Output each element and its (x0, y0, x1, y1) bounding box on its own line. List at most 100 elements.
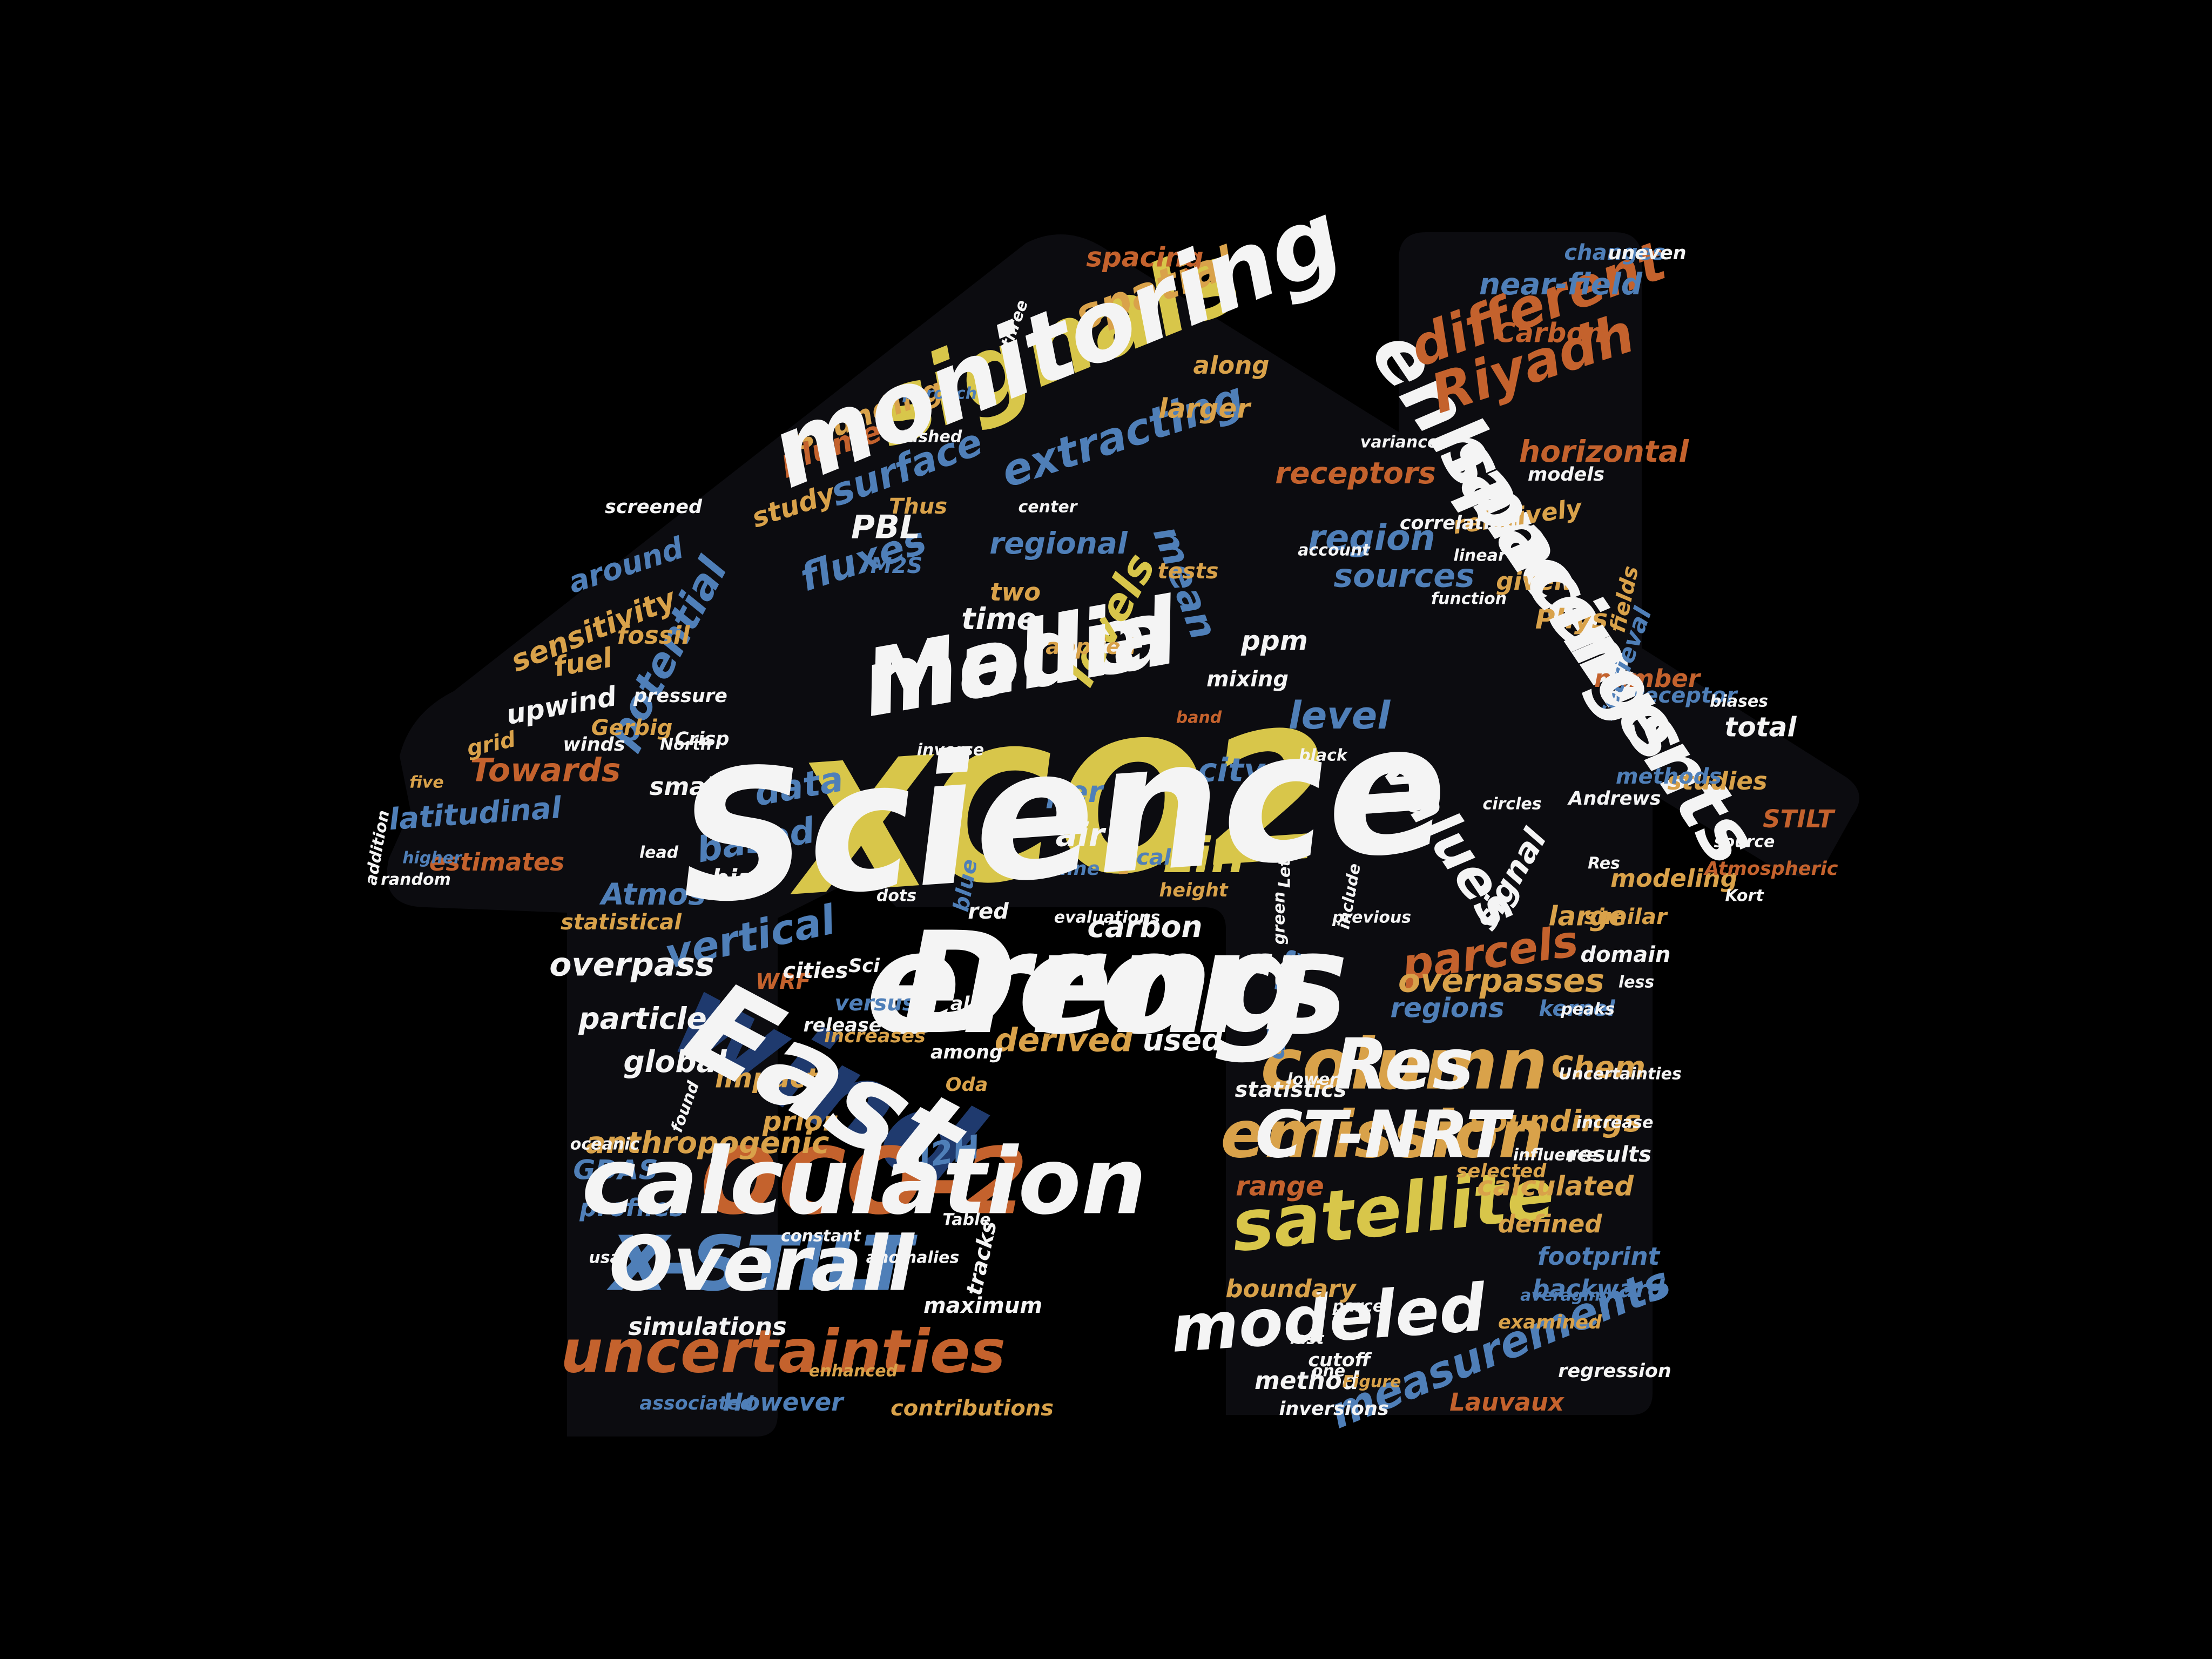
cloud-word: method (1255, 1366, 1360, 1395)
cloud-word: time (961, 602, 1037, 636)
cloud-word: larger (1158, 393, 1252, 424)
cloud-word: PBL (851, 509, 920, 547)
cloud-word: less (1618, 973, 1654, 992)
cloud-word: line (1061, 858, 1100, 880)
cloud-word: oceanic (570, 1135, 640, 1154)
cloud-word: red (968, 899, 1009, 924)
cloud-word: spacing (1086, 242, 1203, 273)
cloud-word: anthropogenic (585, 1125, 829, 1160)
cloud-word: Oda (946, 1074, 988, 1096)
cloud-word: lead (639, 844, 679, 862)
cloud-word: sources (1333, 557, 1474, 595)
cloud-word: changes (1564, 240, 1665, 265)
cloud-word: last (1290, 1330, 1325, 1348)
cloud-word: level (1289, 693, 1391, 738)
cloud-word: Lett (1276, 850, 1294, 888)
cloud-word: increase (1576, 1114, 1653, 1132)
cloud-word: statistics (1235, 1077, 1347, 1102)
cloud-word: higher (402, 849, 463, 868)
cloud-word: receptors (1275, 456, 1436, 490)
cloud-word: Lin (1163, 827, 1245, 884)
cloud-word: winds (563, 734, 625, 756)
cloud-word: green (1270, 892, 1289, 945)
cloud-word: footprint (1537, 1242, 1661, 1271)
cloud-word: Phys (1535, 604, 1608, 635)
cloud-word: center (1019, 498, 1078, 517)
cloud-word: versus (834, 991, 915, 1016)
cloud-word: constant (781, 1227, 862, 1246)
cloud-word: Res (1334, 1023, 1474, 1105)
cloud-word: statistical (561, 910, 682, 935)
cloud-word: air (1056, 817, 1107, 854)
cloud-word: derived (995, 1022, 1134, 1060)
cloud-word: X-STILT (606, 1220, 918, 1309)
cloud-word: fossil (617, 621, 690, 650)
cloud-word: peaks (1560, 1000, 1615, 1019)
cloud-word: one (1312, 1362, 1345, 1381)
cloud-word: increases (824, 1026, 926, 1047)
cloud-word: estimates (429, 848, 564, 876)
cloud-word: band (1176, 709, 1222, 727)
cloud-word: calculated (1477, 1171, 1634, 1202)
cloud-word: modeling (1610, 864, 1738, 893)
cloud-word: along (1193, 351, 1270, 380)
cloud-word: scales (1123, 845, 1198, 870)
cloud-word: anomalies (866, 1249, 960, 1267)
cloud-word: height (1159, 880, 1229, 901)
cloud-word: XCO2 (777, 691, 1338, 936)
cloud-word: bias (712, 864, 768, 893)
cloud-word: OCO-2 (700, 1128, 1028, 1235)
cloud-word: examined (1498, 1312, 1602, 1333)
cloud-word: black (1299, 746, 1348, 765)
cloud-word: usa (589, 1249, 621, 1267)
cloud-word: evaluations (1054, 908, 1160, 927)
cloud-word: mixing (1206, 667, 1289, 692)
cloud-word: backward (1532, 1274, 1665, 1303)
cloud-word: function (1431, 590, 1507, 609)
cloud-word: Deng (901, 902, 1313, 1065)
cloud-word: errors (866, 902, 1348, 1065)
cloud-word: total (1724, 712, 1797, 743)
cloud-word: Lauvaux (1449, 1388, 1565, 1417)
cloud-word: regions (1390, 993, 1504, 1024)
cloud-word: CT-NRT (1255, 1098, 1514, 1173)
cloud-word: ppm (1240, 625, 1308, 657)
cloud-word: Atmospheric (1703, 858, 1838, 880)
cloud-word: influence (1513, 1146, 1597, 1165)
house-shape (387, 232, 1859, 1437)
cloud-word: Sci (848, 955, 880, 977)
cloud-word: Overall (609, 1220, 915, 1309)
cloud-word: screened (605, 496, 703, 518)
cloud-word: Crisp (675, 729, 730, 750)
cloud-word: Gerbig (591, 716, 673, 740)
cloud-word: account (1298, 541, 1371, 560)
cloud-word: among (930, 1042, 1003, 1063)
cloud-word: number (1594, 664, 1702, 693)
cloud-word: cutoff (1308, 1350, 1372, 1371)
cloud-word: carbon (1087, 909, 1202, 944)
cloud-word: maximum (923, 1293, 1042, 1318)
cloud-word: prior (762, 1106, 838, 1137)
cloud-word: Figure (1343, 1373, 1401, 1392)
cloud-word: pressure (633, 685, 727, 707)
cloud-word: range (1236, 1171, 1324, 1202)
cloud-word: also (950, 993, 994, 1015)
cloud-word: inversions (1279, 1398, 1388, 1420)
cloud-word: associated (639, 1393, 754, 1414)
cloud-word: selected (1456, 1161, 1547, 1182)
cloud-word: city (1198, 752, 1266, 790)
cloud-word: two (990, 578, 1041, 606)
cloud-word: release (804, 1015, 882, 1036)
cloud-word: kernel (1539, 996, 1616, 1021)
cloud-word: emission (1220, 1098, 1544, 1173)
cloud-word: soundings (1469, 1104, 1641, 1138)
cloud-word: inverse (917, 741, 984, 760)
cloud-word: dashed (896, 428, 962, 447)
cloud-word: small (650, 772, 723, 801)
cloud-word: simulations (628, 1312, 787, 1341)
cloud-word: WRF (756, 969, 811, 994)
cloud-word: Uncertainties (1559, 1065, 1682, 1084)
cloud-word: regional (989, 526, 1128, 561)
